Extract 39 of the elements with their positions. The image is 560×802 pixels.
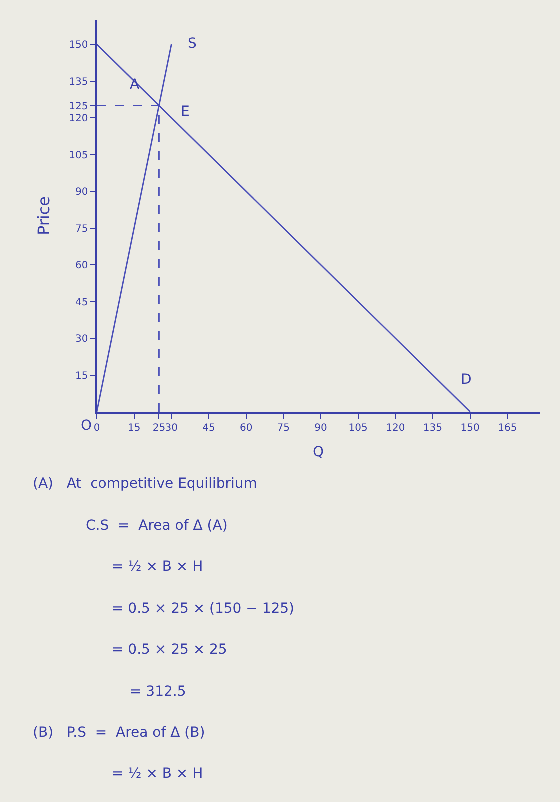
annotation: A [130,77,140,93]
text: = ½ × B × H [112,766,204,782]
annotation: D [461,372,472,388]
y-tick-label: 105 [69,150,88,162]
x-tick-label: 0 [94,422,100,434]
y-tick-label: 120 [69,114,88,124]
text: C.S = Area of Δ (A) [86,518,228,534]
x-tick-label: 135 [423,422,443,434]
text: = 0.5 × 25 × (150 − 125) [112,601,295,617]
y-tick-label: 15 [75,370,88,382]
x-tick-label: 120 [386,422,406,434]
x-tick-label: 165 [498,422,518,434]
x-tick-label: 25 [152,422,166,434]
y-axis-title: Price [34,196,54,236]
x-tick-label: 105 [348,422,368,434]
text: = ½ × B × H [112,559,204,575]
y-tick-label: 90 [75,187,88,198]
y-tick-label: 150 [69,40,88,51]
y-tick-label: 135 [69,76,88,88]
x-tick-label: 90 [314,422,328,434]
x-tick-label: 60 [240,422,253,434]
x-tick-label: 30 [165,422,178,434]
text: (B) P.S = Area of Δ (B) [33,725,206,741]
x-axis-title: Q [312,444,324,461]
x-tick-label: 75 [277,422,290,434]
text: = 0.5 × 25 × 25 [112,642,228,658]
annotation: S [188,36,197,52]
x-tick-label: 15 [128,422,141,434]
y-tick-label: 60 [75,260,88,272]
text: = 312.5 [130,684,186,700]
x-tick-label: 150 [460,422,480,434]
text: O [81,418,92,434]
annotation: E [181,104,190,120]
x-tick-label: 45 [202,422,216,434]
y-tick-label: 75 [75,224,88,235]
y-tick-label: 125 [69,101,88,112]
text: (A) At competitive Equilibrium [33,476,258,492]
y-tick-label: 45 [75,297,88,308]
y-tick-label: 30 [75,334,88,345]
